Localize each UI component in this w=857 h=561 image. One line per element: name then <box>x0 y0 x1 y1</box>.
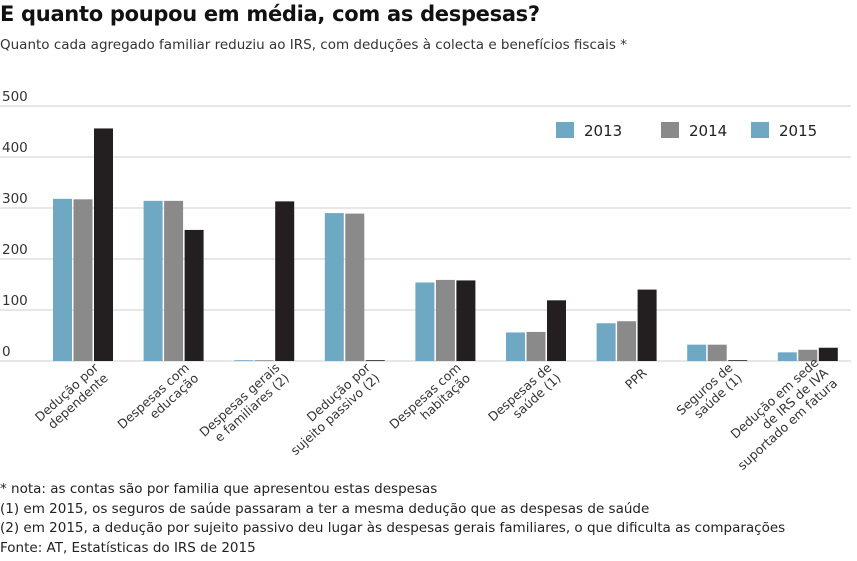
bar-2015 <box>275 201 295 361</box>
y-tick-label: 300 <box>2 191 28 207</box>
bar-2015 <box>728 360 748 361</box>
chart-title: E quanto poupou em média, com as despesa… <box>0 2 540 26</box>
bar-2014 <box>526 331 546 361</box>
footnote-2: (2) em 2015, a dedução por sujeito passi… <box>0 520 786 536</box>
bar-2014 <box>617 321 637 361</box>
bar-2015 <box>637 289 657 361</box>
legend-label-2013: 2013 <box>584 122 622 140</box>
bar-2013 <box>53 198 72 361</box>
y-tick-label: 100 <box>2 293 28 309</box>
footnote-1: (1) em 2015, os seguros de saúde passara… <box>0 500 650 517</box>
y-tick-label: 500 <box>2 89 28 105</box>
footnote-asterisk: * nota: as contas são por familia que ap… <box>0 481 438 497</box>
bar-2014 <box>707 344 727 361</box>
y-tick-label: 0 <box>2 344 11 360</box>
bar-2015 <box>456 280 476 361</box>
bar-2013 <box>687 344 707 361</box>
y-tick-label: 400 <box>2 140 28 156</box>
bar-2014 <box>798 349 818 361</box>
x-tick-label: Dedução pordependente <box>32 359 112 435</box>
x-tick-label: PPR <box>622 365 650 392</box>
legend-swatch-2014 <box>661 122 679 138</box>
bar-2014 <box>254 360 274 361</box>
x-tick-label: Despesas desaúde (1) <box>485 360 564 435</box>
x-tick-label: Seguros desaúde (1) <box>673 360 745 429</box>
bar-2015 <box>818 347 838 361</box>
bar-2015 <box>547 300 566 361</box>
bar-2013 <box>143 200 163 361</box>
bar-2014 <box>73 199 93 361</box>
bar-2013 <box>415 282 435 361</box>
bar-2013 <box>596 323 616 361</box>
bar-2014 <box>164 200 184 361</box>
bar-2014 <box>345 213 365 361</box>
legend-swatch-2015 <box>751 122 769 138</box>
bar-2015 <box>365 360 385 361</box>
bar-2014 <box>435 279 455 361</box>
legend-swatch-2013 <box>556 122 574 138</box>
chart-subtitle: Quanto cada agregado familiar reduziu ao… <box>0 37 627 53</box>
source-note: Fonte: AT, Estatísticas do IRS de 2015 <box>0 539 256 556</box>
bar-2015 <box>94 128 113 361</box>
bar-2013 <box>324 213 344 361</box>
x-tick-label: Despesas comhabitação <box>386 360 473 442</box>
legend-label-2015: 2015 <box>779 122 817 140</box>
x-tick-label: Dedução porsujeito passivo (2) <box>278 359 383 458</box>
bar-2013 <box>777 352 797 361</box>
bar-2013 <box>506 332 525 361</box>
legend-label-2014: 2014 <box>689 122 727 140</box>
bar-2015 <box>184 229 204 361</box>
y-tick-label: 200 <box>2 242 28 258</box>
x-tick-label: Despesas comeducação <box>114 360 201 442</box>
bar-2013 <box>234 360 254 361</box>
footnotes: * nota: as contas são por familia que ap… <box>0 480 785 558</box>
x-tick-label: Despesas geraise familiares (2) <box>196 360 292 450</box>
